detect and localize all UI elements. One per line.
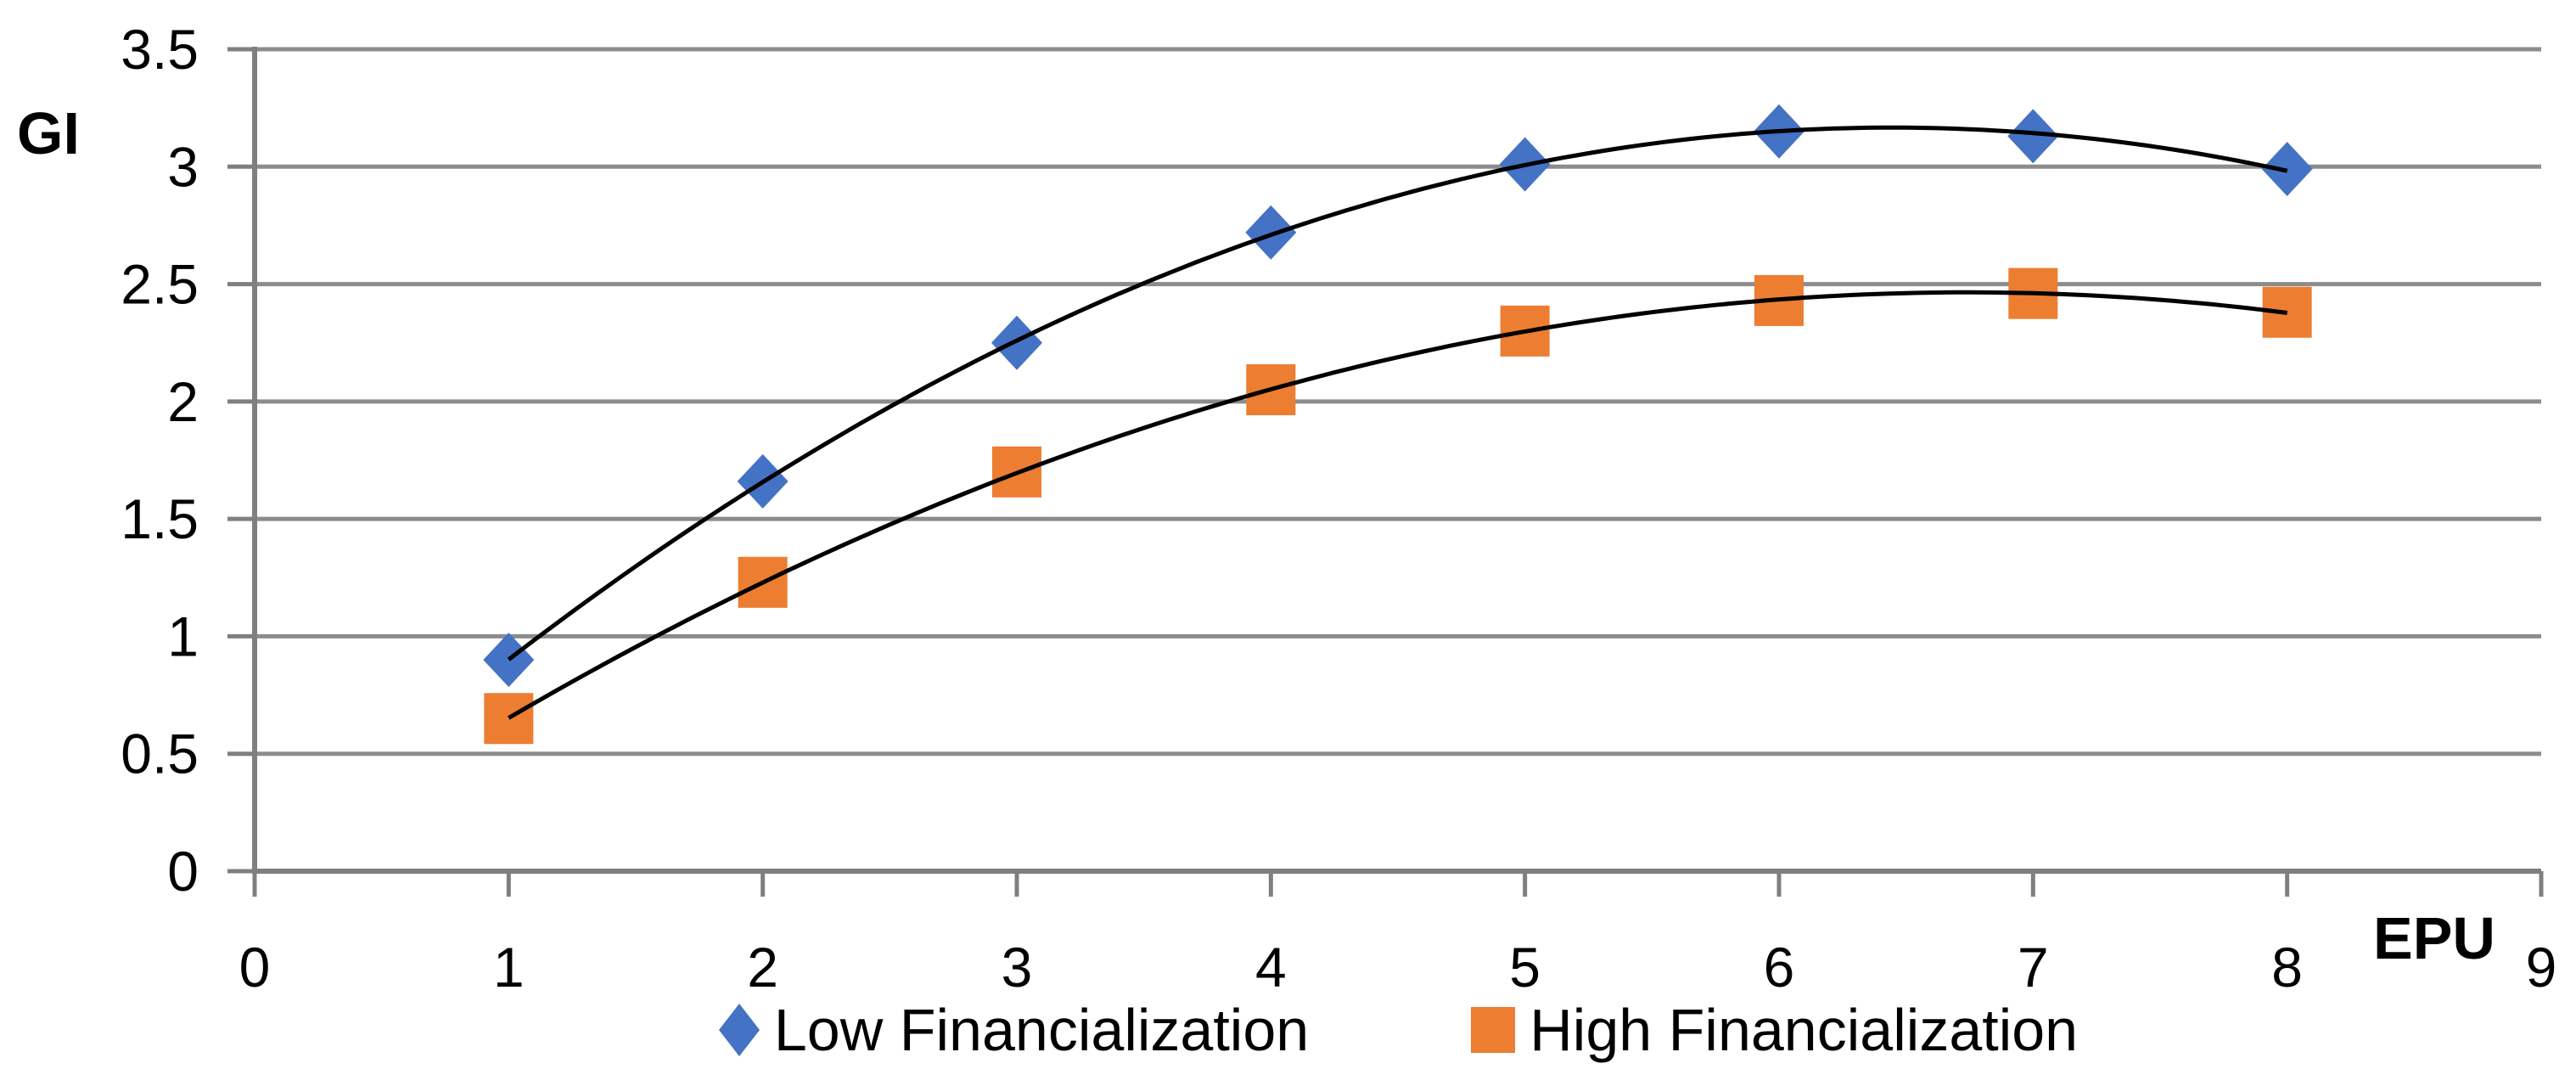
- legend-entry-high-financialization: High Financialization: [1470, 1000, 2078, 1060]
- trendline-low: [507, 125, 2288, 661]
- data-point-diamond: [1245, 205, 1297, 260]
- x-tick-label: 8: [2271, 936, 2303, 999]
- y-axis-title: GI: [17, 100, 80, 166]
- trendline-high: [508, 290, 2288, 720]
- x-tick-label: 9: [2526, 936, 2557, 999]
- legend: Low Financialization High Financializati…: [255, 1000, 2541, 1060]
- y-tick-label: 3: [167, 135, 199, 198]
- legend-label-high: High Financialization: [1529, 997, 2079, 1063]
- diamond-icon: [718, 1004, 760, 1056]
- data-point-square: [484, 693, 534, 745]
- square-icon: [1471, 1007, 1516, 1053]
- data-point-diamond: [2007, 109, 2059, 164]
- y-tick-label: 2.5: [121, 253, 199, 316]
- x-tick-label: 7: [2018, 936, 2049, 999]
- x-tick-label: 2: [747, 936, 778, 999]
- y-tick-label: 1: [167, 605, 199, 667]
- legend-label-low: Low Financialization: [773, 997, 1310, 1063]
- data-point-diamond: [483, 633, 535, 688]
- x-tick-label: 3: [1002, 936, 1033, 999]
- y-tick-label: 2: [167, 370, 199, 433]
- x-tick-label: 4: [1255, 936, 1287, 999]
- x-tick-label: 6: [1764, 936, 1795, 999]
- y-tick-label: 0.5: [121, 723, 199, 785]
- y-tick-label: 3.5: [121, 18, 199, 81]
- y-tick-label: 0: [167, 840, 199, 903]
- x-axis-title: EPU: [2373, 905, 2495, 971]
- y-tick-label: 1.5: [121, 487, 199, 550]
- x-tick-label: 0: [239, 936, 271, 999]
- legend-entry-low-financialization: Low Financialization: [718, 1000, 1309, 1060]
- x-tick-label: 1: [493, 936, 525, 999]
- x-tick-label: 5: [1509, 936, 1541, 999]
